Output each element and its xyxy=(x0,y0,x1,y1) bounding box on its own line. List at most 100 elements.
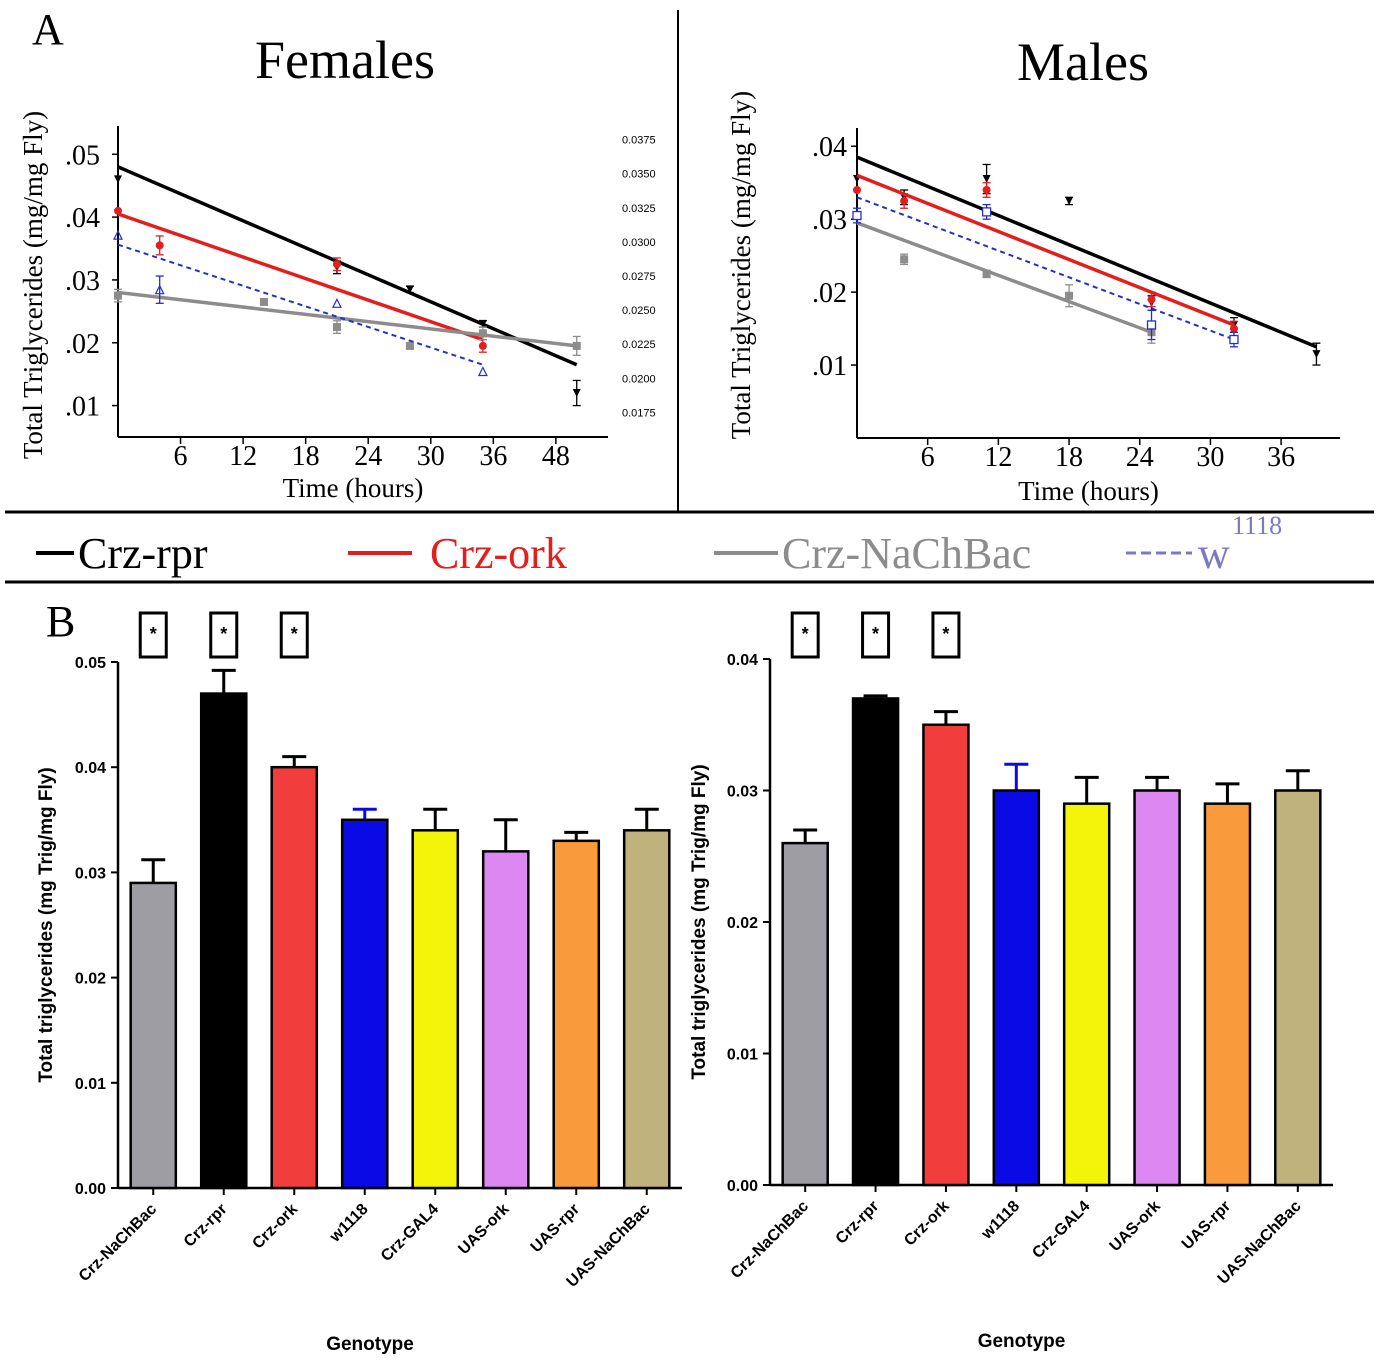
y-tick-label: 0.03 xyxy=(75,865,106,882)
y-tick-label: 0.02 xyxy=(727,915,758,932)
bar xyxy=(622,829,671,1190)
data-point xyxy=(114,291,122,300)
bar-w1118 xyxy=(992,762,1041,1187)
right-tick-label: 0.0325 xyxy=(622,203,656,215)
right-tick-label: 0.0200 xyxy=(622,373,656,385)
bar xyxy=(1062,802,1111,1187)
bar-crz-gal4 xyxy=(411,807,460,1190)
data-point xyxy=(114,175,122,184)
bar-uas-rpr xyxy=(1203,782,1252,1187)
right-tick-label: 0.0375 xyxy=(622,135,656,147)
significance-box xyxy=(279,611,309,659)
bar-crz-rpr xyxy=(851,694,900,1187)
data-point xyxy=(259,297,268,306)
bar xyxy=(340,818,389,1190)
data-point xyxy=(405,341,414,350)
bar-crz-ork xyxy=(922,710,970,1187)
legend-label: Crz-ork xyxy=(430,529,567,578)
data-point xyxy=(113,229,123,240)
series-w1118 xyxy=(113,229,488,377)
bar-w1118 xyxy=(340,807,389,1190)
y-tick-label: 0.02 xyxy=(75,971,106,988)
fit-line xyxy=(856,155,1318,349)
panel-label-a: A xyxy=(32,5,64,54)
x-tick-label: 12 xyxy=(984,442,1012,473)
x-tick-label: Crz-rpr xyxy=(181,1201,231,1251)
legend-superscript: 1118 xyxy=(1232,511,1282,540)
y-tick-label: 0.01 xyxy=(75,1076,106,1093)
fit-line xyxy=(117,290,577,348)
significance-box xyxy=(790,611,820,659)
bar xyxy=(781,841,829,1187)
x-tick-label: 18 xyxy=(1055,442,1083,473)
series-crz-rpr xyxy=(853,155,1321,366)
x-tick-label: Crz-ork xyxy=(901,1198,953,1250)
bar-crz-nachbac xyxy=(781,828,829,1187)
significance-marker: * xyxy=(872,624,879,644)
right-tick-label: 0.0225 xyxy=(622,339,656,351)
data-point xyxy=(1065,291,1074,300)
bar-crz-gal4 xyxy=(1062,775,1111,1187)
y-axis-label: Total Triglycerides (mg/mg Fly) xyxy=(726,91,756,439)
females-bar-chart: 0.00 0.01 0.02 0.03 0.04 0.05 Total triglyceri… xyxy=(36,611,682,1355)
bar xyxy=(481,850,530,1190)
x-tick-label: 18 xyxy=(292,441,320,472)
series-crz-ork xyxy=(114,206,487,353)
y-tick-label: 0.00 xyxy=(727,1178,758,1195)
legend: Crz-rpr Crz-ork Crz-NaChBac w1118 xyxy=(36,511,1282,578)
bar xyxy=(411,829,460,1190)
data-point xyxy=(332,260,341,269)
data-point xyxy=(981,207,992,217)
chart-title: Males xyxy=(1017,32,1149,92)
x-tick-label: 24 xyxy=(354,441,382,472)
data-point xyxy=(331,297,342,308)
x-axis-label: Time (hours) xyxy=(283,473,424,503)
panel-label-b: B xyxy=(46,597,75,646)
data-point xyxy=(1146,320,1157,330)
y-axis-label: Total Triglycerides (mg/mg Fly) xyxy=(18,111,48,459)
y-tick-label: 0.05 xyxy=(75,655,106,672)
bar xyxy=(199,692,248,1190)
fit-line xyxy=(117,212,484,342)
significance-marker: * xyxy=(291,624,298,644)
bar-crz-nachbac xyxy=(129,858,178,1190)
legend-label: Crz-rpr xyxy=(78,529,208,578)
right-tick-label: 0.0175 xyxy=(622,407,656,419)
significance-marker: * xyxy=(942,624,949,644)
x-axis-label: Time (hours) xyxy=(1018,476,1159,506)
y-tick-label: .01 xyxy=(812,351,847,382)
x-tick-label: w1118 xyxy=(978,1198,1024,1244)
y-tick-label: .04 xyxy=(65,203,100,234)
x-tick-label: 30 xyxy=(1196,442,1224,473)
data-point xyxy=(332,323,341,332)
fit-line xyxy=(856,221,1153,334)
data-point xyxy=(1147,295,1156,304)
bar xyxy=(1133,789,1181,1187)
data-point xyxy=(852,210,862,221)
females-line-chart: Females .05 .04 .03 .02 .01 6 12 18 24 30 36 48 Time … xyxy=(18,30,656,503)
right-tick-label: 0.0350 xyxy=(622,169,656,181)
data-point xyxy=(1312,350,1321,359)
significance-box xyxy=(861,611,891,659)
data-point xyxy=(478,341,487,350)
data-point xyxy=(900,255,909,264)
x-tick-label: 24 xyxy=(1126,442,1154,473)
data-point xyxy=(405,285,414,294)
fit-line xyxy=(856,173,1235,327)
x-tick-label: 12 xyxy=(229,441,257,472)
data-point xyxy=(982,269,991,278)
males-bar-chart: 0.00 0.01 0.02 0.03 0.04 Total triglycerides … xyxy=(689,611,1333,1352)
data-point xyxy=(154,284,165,295)
bar xyxy=(270,765,319,1190)
data-point xyxy=(1229,324,1238,333)
males-line-chart: Males .04 .03 .02 .01 6 12 18 24 30 36 Time (hours)… xyxy=(726,32,1340,506)
y-tick-label: 0.03 xyxy=(727,784,758,801)
bar-crz-ork xyxy=(270,755,319,1190)
data-point xyxy=(572,389,581,398)
y-tick-label: .05 xyxy=(65,140,100,171)
data-point xyxy=(114,206,122,215)
data-point xyxy=(478,319,487,328)
x-tick-label: Crz-rpr xyxy=(833,1198,883,1248)
y-tick-label: .02 xyxy=(812,278,847,309)
